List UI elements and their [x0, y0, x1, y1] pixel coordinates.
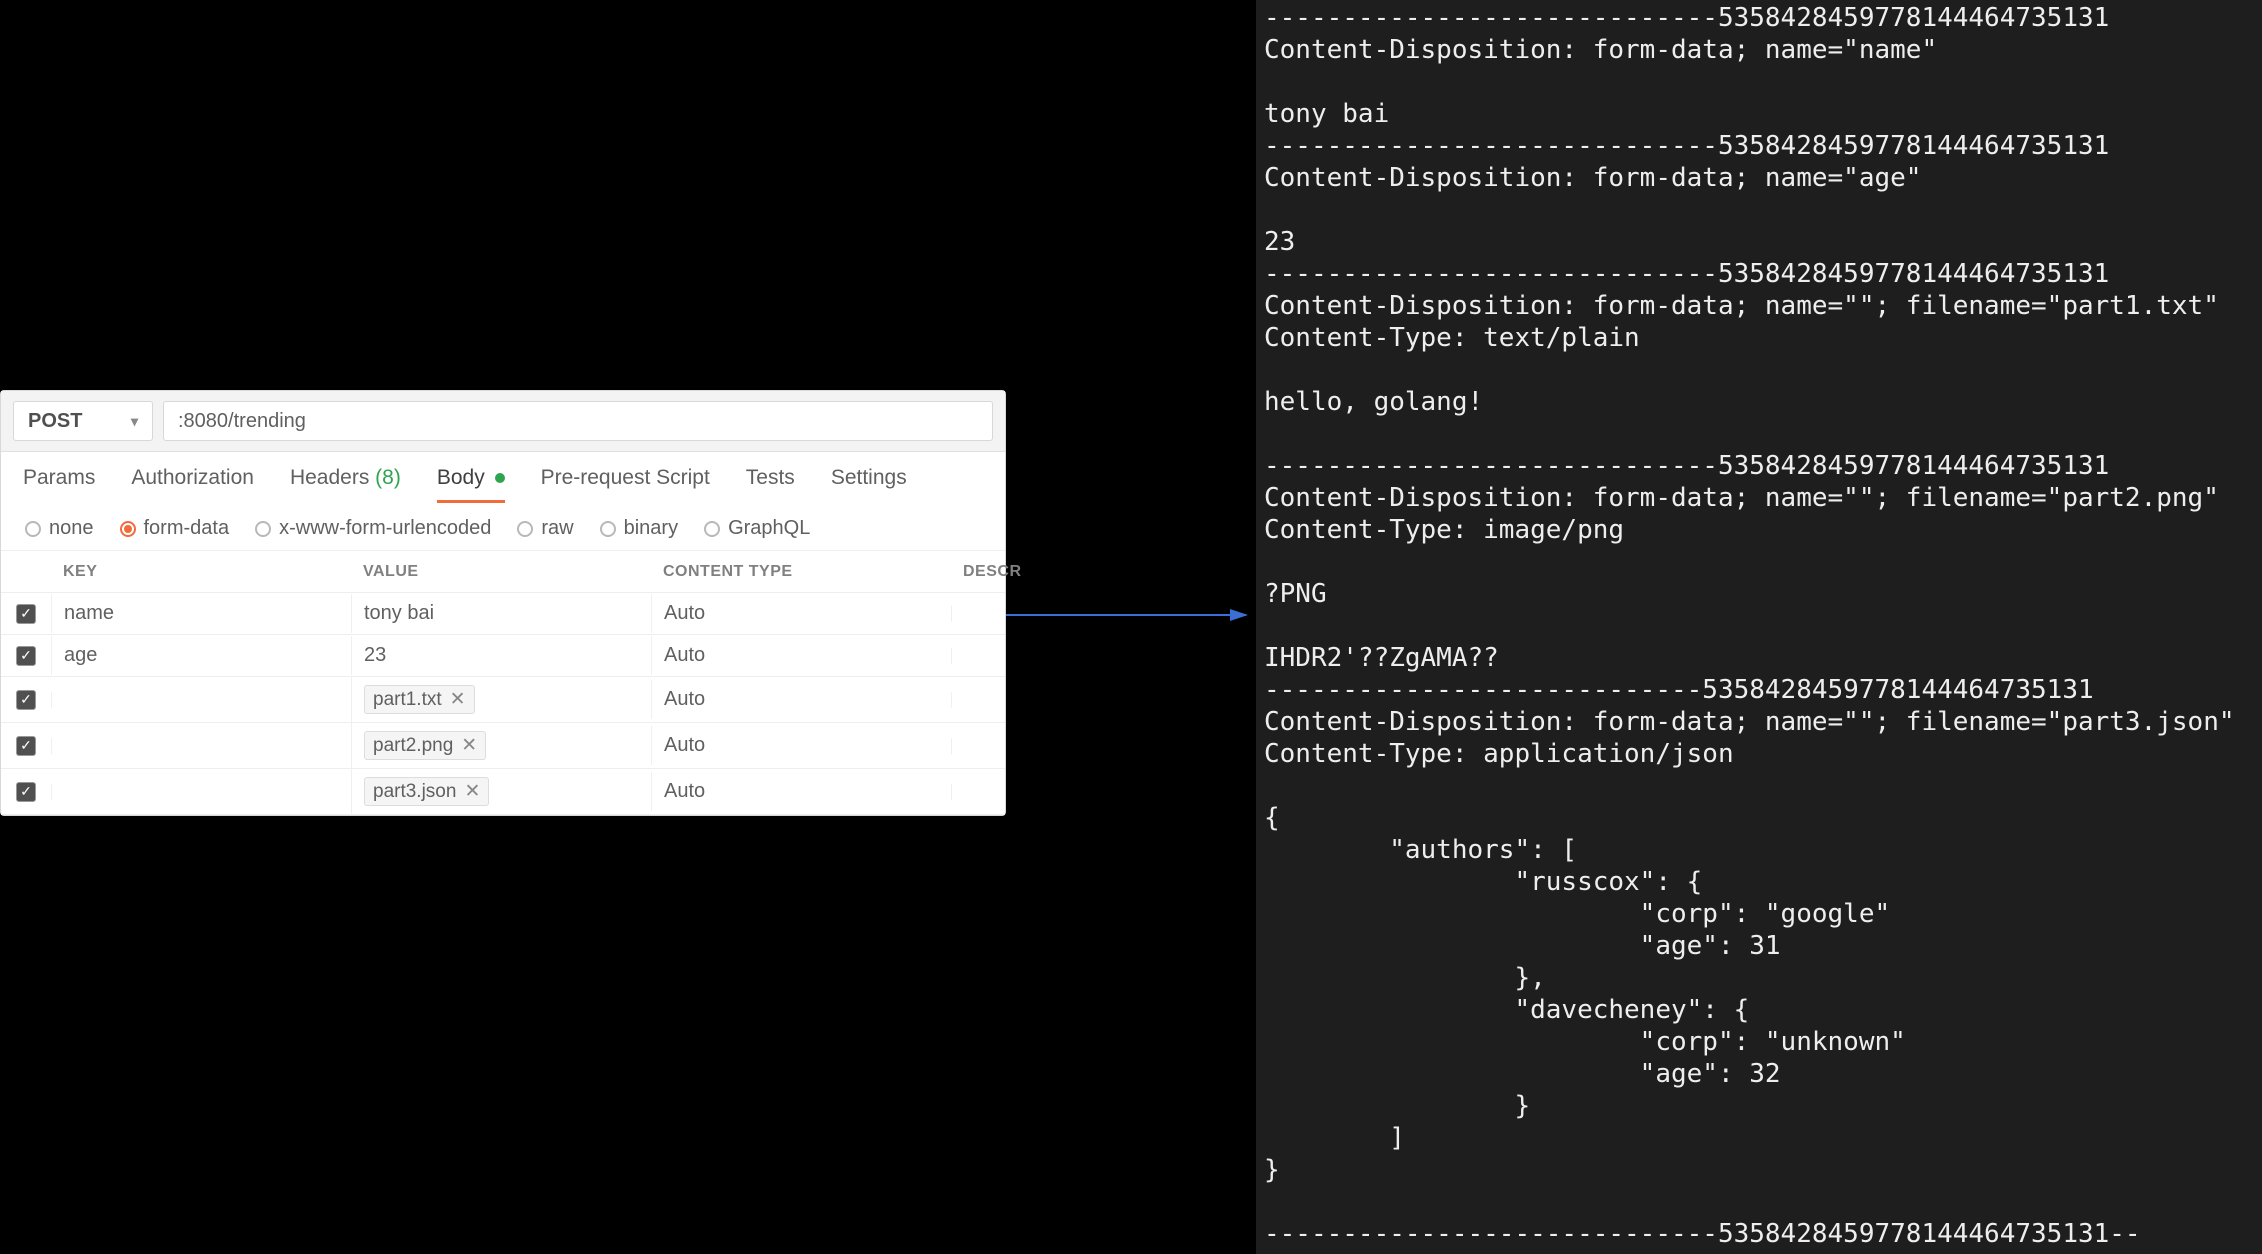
- close-icon[interactable]: ✕: [450, 688, 466, 711]
- headers-count: (8): [375, 466, 401, 489]
- cell-description[interactable]: [951, 648, 1005, 664]
- tab-settings[interactable]: Settings: [831, 466, 907, 503]
- cell-key[interactable]: [51, 738, 351, 754]
- file-name: part2.png: [373, 735, 453, 757]
- tab-label: Headers: [290, 466, 369, 489]
- tab-label: Body: [437, 466, 485, 489]
- col-description: DESCR: [951, 553, 1034, 591]
- cell-key[interactable]: [51, 692, 351, 708]
- tab-body[interactable]: Body: [437, 466, 505, 503]
- cell-content-type[interactable]: Auto: [651, 680, 951, 719]
- cell-value[interactable]: part2.png ✕: [351, 723, 651, 768]
- url-input[interactable]: :8080/trending: [163, 401, 993, 441]
- cell-value[interactable]: part3.json ✕: [351, 769, 651, 814]
- radio-graphql[interactable]: GraphQL: [704, 517, 810, 540]
- radio-urlencoded[interactable]: x-www-form-urlencoded: [255, 517, 491, 540]
- body-type-row: none form-data x-www-form-urlencoded raw…: [1, 503, 1005, 551]
- radio-label: raw: [541, 517, 573, 540]
- tab-authorization[interactable]: Authorization: [131, 466, 254, 503]
- cell-value[interactable]: 23: [351, 636, 651, 675]
- cell-value[interactable]: part1.txt ✕: [351, 677, 651, 722]
- radio-label: form-data: [144, 517, 230, 540]
- file-chip[interactable]: part1.txt ✕: [364, 685, 475, 714]
- cell-value[interactable]: tony bai: [351, 594, 651, 633]
- col-value: VALUE: [351, 553, 651, 591]
- file-name: part1.txt: [373, 689, 442, 711]
- arrow-icon: [1006, 605, 1256, 625]
- table-row: ✓ name tony bai Auto: [1, 593, 1005, 635]
- cell-description[interactable]: [951, 738, 1005, 754]
- url-value: :8080/trending: [178, 410, 306, 433]
- table-row: ✓ part3.json ✕ Auto: [1, 769, 1005, 815]
- tab-params[interactable]: Params: [23, 466, 95, 503]
- cell-description[interactable]: [951, 784, 1005, 800]
- radio-icon: [517, 521, 533, 537]
- checkbox-icon[interactable]: ✓: [16, 690, 36, 710]
- file-name: part3.json: [373, 781, 456, 803]
- radio-raw[interactable]: raw: [517, 517, 573, 540]
- cell-content-type[interactable]: Auto: [651, 636, 951, 675]
- radio-icon: [600, 521, 616, 537]
- close-icon[interactable]: ✕: [461, 734, 477, 757]
- checkbox-icon[interactable]: ✓: [16, 604, 36, 624]
- col-content-type: CONTENT TYPE: [651, 553, 951, 591]
- chevron-down-icon: ▾: [131, 413, 138, 430]
- cell-content-type[interactable]: Auto: [651, 726, 951, 765]
- tab-tests[interactable]: Tests: [746, 466, 795, 503]
- tabs-row: Params Authorization Headers (8) Body Pr…: [1, 452, 1005, 503]
- cell-key[interactable]: [51, 784, 351, 800]
- cell-description[interactable]: [951, 606, 1005, 622]
- radio-form-data[interactable]: form-data: [120, 517, 230, 540]
- radio-icon: [704, 521, 720, 537]
- col-key: KEY: [51, 553, 351, 591]
- active-dot-icon: [495, 473, 505, 483]
- cell-content-type[interactable]: Auto: [651, 772, 951, 811]
- cell-key[interactable]: age: [51, 636, 351, 675]
- tab-label: Authorization: [131, 466, 254, 489]
- http-method-label: POST: [28, 410, 82, 433]
- terminal-output: -----------------------------53584284597…: [1256, 0, 2262, 1254]
- radio-label: GraphQL: [728, 517, 810, 540]
- close-icon[interactable]: ✕: [464, 780, 480, 803]
- tab-label: Settings: [831, 466, 907, 489]
- radio-label: none: [49, 517, 94, 540]
- file-chip[interactable]: part3.json ✕: [364, 777, 489, 806]
- cell-description[interactable]: [951, 692, 1005, 708]
- radio-icon: [255, 521, 271, 537]
- radio-binary[interactable]: binary: [600, 517, 678, 540]
- tab-label: Pre-request Script: [541, 466, 710, 489]
- request-row: POST ▾ :8080/trending: [1, 391, 1005, 452]
- checkbox-icon[interactable]: ✓: [16, 646, 36, 666]
- radio-none[interactable]: none: [25, 517, 94, 540]
- tab-prerequest[interactable]: Pre-request Script: [541, 466, 710, 503]
- checkbox-icon[interactable]: ✓: [16, 736, 36, 756]
- tab-label: Tests: [746, 466, 795, 489]
- http-method-select[interactable]: POST ▾: [13, 401, 153, 441]
- form-data-table: KEY VALUE CONTENT TYPE DESCR ✓ name tony…: [1, 551, 1005, 815]
- tab-label: Params: [23, 466, 95, 489]
- table-header: KEY VALUE CONTENT TYPE DESCR: [1, 551, 1005, 593]
- table-row: ✓ part2.png ✕ Auto: [1, 723, 1005, 769]
- radio-icon: [25, 521, 41, 537]
- checkbox-icon[interactable]: ✓: [16, 782, 36, 802]
- cell-key[interactable]: name: [51, 594, 351, 633]
- radio-label: binary: [624, 517, 678, 540]
- radio-icon: [120, 521, 136, 537]
- postman-panel: POST ▾ :8080/trending Params Authorizati…: [0, 390, 1006, 816]
- radio-label: x-www-form-urlencoded: [279, 517, 491, 540]
- file-chip[interactable]: part2.png ✕: [364, 731, 486, 760]
- tab-headers[interactable]: Headers (8): [290, 466, 401, 503]
- table-row: ✓ part1.txt ✕ Auto: [1, 677, 1005, 723]
- cell-content-type[interactable]: Auto: [651, 594, 951, 633]
- table-row: ✓ age 23 Auto: [1, 635, 1005, 677]
